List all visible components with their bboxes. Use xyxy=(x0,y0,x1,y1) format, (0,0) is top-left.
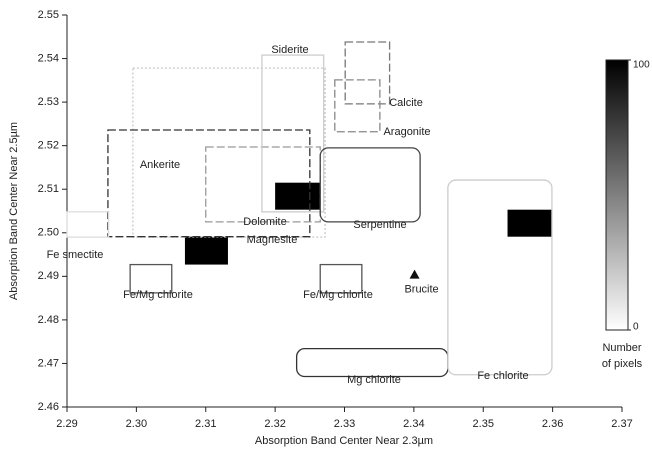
pixel-block xyxy=(507,209,552,237)
region xyxy=(129,263,173,294)
region xyxy=(295,347,449,378)
region-label: Ankerite xyxy=(140,159,180,171)
region-label: Aragonite xyxy=(383,126,430,138)
region-label: Fe/Mg chlorite xyxy=(303,289,373,301)
point xyxy=(409,269,420,279)
region-label: Dolomite xyxy=(243,216,286,228)
y-tick-label: 2.50 xyxy=(38,227,59,239)
region-label: Mg chlorite xyxy=(347,374,401,386)
region xyxy=(344,41,391,105)
x-tick-label: 2.31 xyxy=(195,418,216,430)
region-label: Fe smectite xyxy=(47,249,104,261)
colorbar xyxy=(605,59,629,331)
colorbar-tick-label: 0 xyxy=(633,322,639,333)
x-axis-title: Absorption Band Center Near 2.3µm xyxy=(255,435,433,447)
x-tick-label: 2.36 xyxy=(542,418,563,430)
x-tick-label: 2.32 xyxy=(264,418,285,430)
x-tick-label: 2.29 xyxy=(56,418,77,430)
region xyxy=(447,179,553,376)
y-tick-label: 2.49 xyxy=(38,270,59,282)
y-tick-label: 2.51 xyxy=(38,183,59,195)
point-label: Brucite xyxy=(404,283,438,295)
x-tick-label: 2.30 xyxy=(126,418,147,430)
region xyxy=(205,146,321,223)
y-tick-label: 2.54 xyxy=(38,52,59,64)
x-tick-label: 2.37 xyxy=(611,418,632,430)
colorbar-tick-label: 100 xyxy=(633,60,650,71)
pixel-block xyxy=(275,182,321,210)
y-tick-label: 2.46 xyxy=(38,401,59,413)
y-tick-label: 2.53 xyxy=(38,96,59,108)
y-axis-title: Absorption Band Center Near 2.5µm xyxy=(8,122,20,300)
y-tick-label: 2.47 xyxy=(38,357,59,369)
region-label: Fe chlorite xyxy=(477,370,528,382)
region xyxy=(334,79,381,133)
x-tick-label: 2.33 xyxy=(334,418,355,430)
region xyxy=(319,263,363,294)
colorbar-label: Number xyxy=(602,342,641,354)
y-tick-label: 2.48 xyxy=(38,314,59,326)
region-label: Fe/Mg chlorite xyxy=(123,289,193,301)
region-label: Magnesite xyxy=(247,234,298,246)
region xyxy=(66,211,110,238)
region-label: Calcite xyxy=(389,97,423,109)
x-tick-label: 2.34 xyxy=(403,418,424,430)
region-label: Siderite xyxy=(271,44,308,56)
y-tick-label: 2.55 xyxy=(38,9,59,21)
y-tick-label: 2.52 xyxy=(38,140,59,152)
colorbar-label: of pixels xyxy=(602,358,643,370)
pixel-block xyxy=(184,236,228,265)
region xyxy=(107,129,311,238)
region-label: Serpentine xyxy=(353,219,406,231)
region xyxy=(261,54,325,213)
region xyxy=(319,147,421,223)
x-tick-label: 2.35 xyxy=(473,418,494,430)
